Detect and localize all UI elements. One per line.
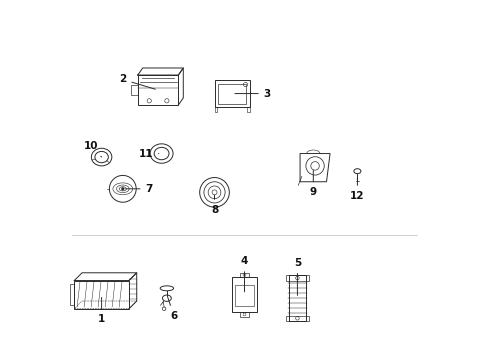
Text: 11: 11: [138, 149, 159, 158]
Text: 9: 9: [309, 170, 316, 197]
Text: 1: 1: [98, 297, 105, 324]
Text: 6: 6: [167, 297, 177, 321]
Bar: [285, 275, 308, 280]
Bar: [231, 277, 257, 312]
Text: 12: 12: [349, 177, 364, 201]
Bar: [70, 284, 74, 305]
Bar: [218, 84, 245, 104]
Text: 7: 7: [125, 184, 153, 194]
Text: 8: 8: [210, 195, 218, 215]
Bar: [240, 312, 248, 316]
Bar: [74, 280, 129, 309]
Bar: [214, 80, 249, 107]
Text: 10: 10: [83, 141, 102, 157]
Text: 5: 5: [293, 258, 301, 296]
Bar: [288, 275, 305, 321]
Bar: [130, 85, 138, 95]
Bar: [240, 273, 248, 277]
Bar: [214, 107, 217, 112]
Circle shape: [121, 188, 124, 190]
Text: 4: 4: [240, 256, 248, 292]
Text: 2: 2: [119, 75, 155, 89]
Bar: [246, 107, 249, 112]
Text: 3: 3: [234, 89, 270, 99]
Bar: [285, 316, 308, 321]
Bar: [235, 285, 253, 306]
